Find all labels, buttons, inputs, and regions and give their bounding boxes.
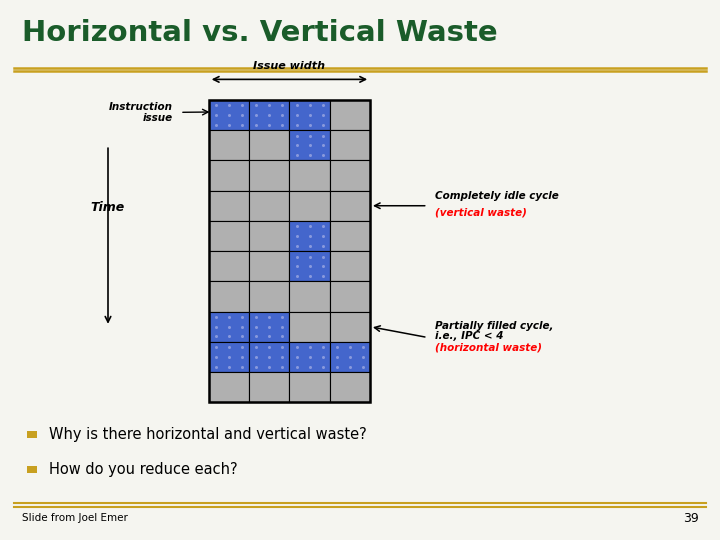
Bar (330, 100, 370, 130)
Bar (330, 342, 370, 372)
Bar (209, 100, 249, 130)
Bar (289, 372, 330, 402)
Bar (209, 312, 249, 342)
Bar (249, 372, 289, 402)
Text: Time: Time (91, 201, 125, 214)
Bar (209, 281, 249, 312)
Text: 39: 39 (683, 512, 698, 525)
Bar (330, 372, 370, 402)
Text: Issue width: Issue width (253, 60, 325, 71)
Text: (horizontal waste): (horizontal waste) (435, 342, 542, 352)
Bar (289, 342, 330, 372)
Bar (27, 431, 37, 438)
Bar (330, 160, 370, 191)
Bar (289, 251, 330, 281)
Bar (249, 160, 289, 191)
Bar (330, 130, 370, 160)
Bar (249, 281, 289, 312)
Bar (27, 466, 37, 473)
Text: How do you reduce each?: How do you reduce each? (49, 462, 238, 477)
Text: (vertical waste): (vertical waste) (435, 207, 527, 217)
Bar (209, 221, 249, 251)
Bar (330, 251, 370, 281)
Text: Why is there horizontal and vertical waste?: Why is there horizontal and vertical was… (49, 427, 366, 442)
Bar (209, 191, 249, 221)
Bar (249, 251, 289, 281)
Bar (249, 342, 289, 372)
Bar (209, 251, 249, 281)
Bar (249, 221, 289, 251)
Bar (209, 100, 370, 402)
Text: Horizontal vs. Vertical Waste: Horizontal vs. Vertical Waste (22, 19, 498, 47)
Bar (249, 130, 289, 160)
Bar (249, 100, 289, 130)
Bar (209, 372, 249, 402)
Text: Completely idle cycle: Completely idle cycle (435, 191, 559, 201)
Bar (209, 342, 249, 372)
Bar (330, 281, 370, 312)
Text: Slide from Joel Emer: Slide from Joel Emer (22, 514, 127, 523)
Text: Instruction
issue: Instruction issue (109, 102, 173, 123)
Text: Partially filled cycle,: Partially filled cycle, (435, 321, 554, 330)
Text: i.e., IPC < 4: i.e., IPC < 4 (435, 331, 503, 341)
Bar (330, 312, 370, 342)
Bar (289, 191, 330, 221)
Bar (330, 221, 370, 251)
Bar (289, 221, 330, 251)
Bar (289, 312, 330, 342)
Bar (289, 100, 330, 130)
Bar (209, 130, 249, 160)
Bar (289, 281, 330, 312)
Bar (249, 191, 289, 221)
Bar (209, 160, 249, 191)
Bar (249, 312, 289, 342)
Bar (289, 130, 330, 160)
Bar (289, 160, 330, 191)
Bar (330, 191, 370, 221)
